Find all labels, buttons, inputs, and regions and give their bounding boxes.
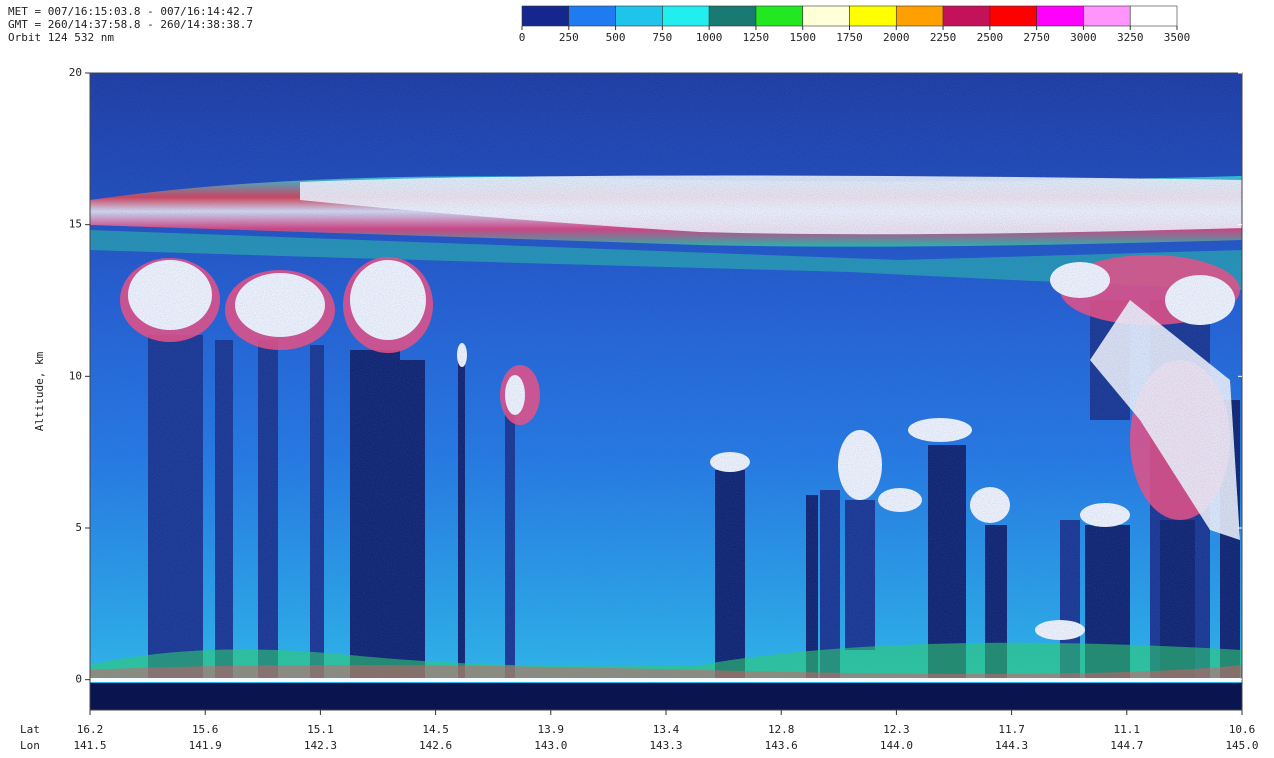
- colorbar-tick-label: 0: [519, 31, 526, 44]
- x-tick-label: 14.5: [422, 723, 449, 736]
- x-tick-label: 11.7: [998, 723, 1025, 736]
- colorbar-swatch: [756, 6, 803, 26]
- x-tick-label: 144.3: [995, 739, 1028, 752]
- header: MET = 007/16:15:03.8 - 007/16:14:42.7GMT…: [8, 5, 253, 44]
- colorbar-tick-label: 750: [652, 31, 672, 44]
- colorbar-swatch: [803, 6, 850, 26]
- colorbar-swatch: [709, 6, 756, 26]
- x-tick-label: 142.3: [304, 739, 337, 752]
- colorbar: 0 250 500 750 1000 1250 1500 1750 2000 2250 2500 27…: [519, 6, 1191, 44]
- x-row-label: Lat: [20, 723, 40, 736]
- x-tick-label: 143.6: [765, 739, 798, 752]
- header-line: Orbit 124 532 nm: [8, 31, 114, 44]
- subsurface: [90, 683, 1242, 710]
- lidar-image: [90, 73, 1242, 710]
- colorbar-swatch: [1037, 6, 1084, 26]
- x-tick-label: 142.6: [419, 739, 452, 752]
- x-tick-label: 143.3: [649, 739, 682, 752]
- x-tick-label: 13.9: [538, 723, 565, 736]
- surface-return: [90, 678, 1242, 682]
- y-tick-label: 10: [69, 369, 82, 382]
- x-tick-label: 16.2: [77, 723, 104, 736]
- x-tick-label: 11.1: [1114, 723, 1141, 736]
- colorbar-tick-label: 1750: [836, 31, 863, 44]
- colorbar-tick-label: 3250: [1117, 31, 1144, 44]
- x-tick-label: 10.6: [1229, 723, 1256, 736]
- colorbar-tick-label: 500: [606, 31, 626, 44]
- colorbar-tick-label: 2500: [977, 31, 1004, 44]
- colorbar-tick-label: 1000: [696, 31, 723, 44]
- colorbar-tick-label: 250: [559, 31, 579, 44]
- colorbar-tick-label: 2750: [1023, 31, 1050, 44]
- colorbar-swatch: [662, 6, 709, 26]
- colorbar-tick-label: 3000: [1070, 31, 1097, 44]
- colorbar-swatch: [896, 6, 943, 26]
- colorbar-tick-label: 2250: [930, 31, 957, 44]
- colorbar-swatch: [943, 6, 990, 26]
- colorbar-swatch: [1083, 6, 1130, 26]
- colorbar-tick-label: 1500: [789, 31, 816, 44]
- colorbar-swatch: [1130, 6, 1177, 26]
- x-tick-label: 12.8: [768, 723, 795, 736]
- x-tick-label: 144.0: [880, 739, 913, 752]
- x-tick-label: 13.4: [653, 723, 680, 736]
- x-tick-label: 15.1: [307, 723, 334, 736]
- noise: [90, 73, 1242, 710]
- colorbar-tick-label: 1250: [743, 31, 770, 44]
- y-tick-label: 0: [75, 673, 82, 686]
- colorbar-tick-label: 3500: [1164, 31, 1191, 44]
- x-tick-label: 12.3: [883, 723, 910, 736]
- header-line: GMT = 260/14:37:58.8 - 260/14:38:38.7: [8, 18, 253, 31]
- x-row-label: Lon: [20, 739, 40, 752]
- lidar-chart: MET = 007/16:15:03.8 - 007/16:14:42.7GMT…: [0, 0, 1274, 758]
- x-tick-label: 143.0: [534, 739, 567, 752]
- colorbar-swatch: [616, 6, 663, 26]
- y-tick-label: 15: [69, 218, 82, 231]
- y-tick-label: 20: [69, 66, 82, 79]
- colorbar-swatch: [522, 6, 569, 26]
- x-tick-label: 141.5: [73, 739, 106, 752]
- colorbar-swatch: [569, 6, 616, 26]
- colorbar-swatch: [850, 6, 897, 26]
- colorbar-swatch: [990, 6, 1037, 26]
- x-tick-label: 141.9: [189, 739, 222, 752]
- colorbar-tick-label: 2000: [883, 31, 910, 44]
- y-tick-label: 5: [75, 521, 82, 534]
- x-tick-label: 144.7: [1110, 739, 1143, 752]
- x-tick-label: 15.6: [192, 723, 219, 736]
- x-tick-label: 145.0: [1225, 739, 1258, 752]
- header-line: MET = 007/16:15:03.8 - 007/16:14:42.7: [8, 5, 253, 18]
- y-axis-label: Altitude, km: [33, 351, 46, 431]
